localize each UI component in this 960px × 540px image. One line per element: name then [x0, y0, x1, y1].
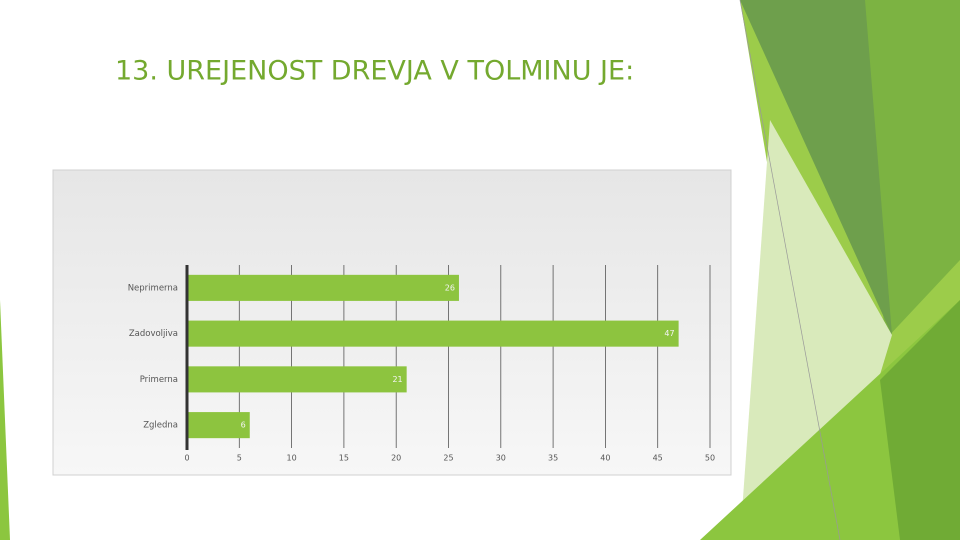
x-tick-label: 5	[237, 454, 242, 463]
plot: 0 5 10 15 20 25 30 35 40 45 50 Neprimerna 26 Zadovolj…	[128, 265, 715, 463]
bar	[188, 274, 459, 301]
y-tick-label: Primerna	[140, 375, 178, 385]
slide-title: 13. UREJENOST DREVJA V TOLMINU JE:	[115, 56, 634, 87]
y-tick-label: Zgledna	[143, 421, 178, 431]
bar	[188, 320, 679, 347]
y-tick-label: Neprimerna	[128, 283, 178, 293]
x-tick-label: 30	[496, 454, 506, 463]
bar	[188, 412, 250, 439]
value-label: 47	[664, 329, 674, 338]
value-label: 21	[392, 375, 402, 384]
x-tick-label: 10	[287, 454, 297, 463]
x-tick-label: 15	[339, 454, 349, 463]
y-tick-label: Zadovoljiva	[129, 329, 178, 339]
x-tick-label: 40	[600, 454, 610, 463]
x-tick-label: 35	[548, 454, 558, 463]
x-tick-label: 0	[184, 454, 189, 463]
value-label: 6	[241, 421, 246, 430]
x-tick-label: 50	[705, 454, 715, 463]
value-label: 26	[445, 283, 455, 292]
x-tick-label: 25	[443, 454, 453, 463]
bar	[188, 366, 407, 393]
x-tick-label: 45	[653, 454, 663, 463]
x-tick-label: 20	[391, 454, 401, 463]
